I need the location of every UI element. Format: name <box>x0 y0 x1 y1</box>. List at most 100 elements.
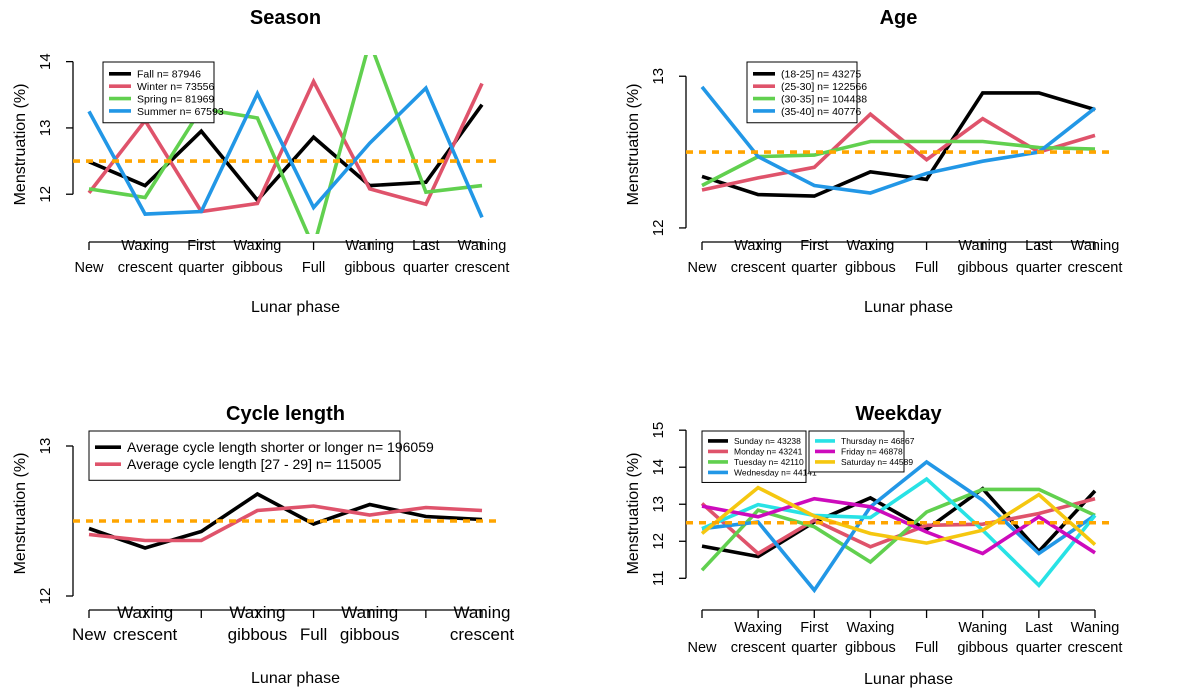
y-tick-label: 12 <box>650 533 667 550</box>
x-tick-label-line: Waning <box>958 620 1007 636</box>
x-tick-label: Full <box>302 260 325 276</box>
x-tick-label-line: Waning <box>1071 620 1120 636</box>
legend-label: (18-25] n= 43275 <box>781 69 861 81</box>
legend-label: Monday n= 43241 <box>734 447 803 457</box>
legend-item: (30-35] n= 104438 <box>753 93 867 105</box>
x-tick-label: New <box>687 260 717 276</box>
panel-season: Season 12 13 14 Menstruation (%) New Waxing cre… <box>12 7 509 316</box>
legend-label: Thursday n= 46867 <box>841 436 915 446</box>
x-tick-label-line: quarter <box>1016 260 1062 276</box>
x-tick-label: Waning crescent <box>455 238 510 276</box>
x-tick-label-line: quarter <box>403 260 449 276</box>
legend-item: Spring n= 81969 <box>109 93 215 105</box>
series-line <box>700 487 1096 572</box>
x-tick-label: Waxing gibbous <box>845 620 896 656</box>
x-tick-label-line: Waning <box>1071 238 1120 254</box>
legend-label: Tuesday n= 42110 <box>734 457 804 467</box>
plot-area <box>73 55 498 234</box>
x-tick-label-line: Last <box>1025 238 1052 254</box>
x-tick-label-line: Waxing <box>121 238 169 254</box>
x-axis-label: Lunar phase <box>864 299 953 316</box>
series-line <box>701 91 1096 198</box>
legend-item: Fall n= 87946 <box>109 69 201 81</box>
x-tick-label-line: First <box>800 620 828 636</box>
x-tick-label-line: crescent <box>731 640 786 656</box>
legend-item: Wednesday n= 44141 <box>708 468 817 478</box>
legend-label: Winter n= 73556 <box>137 81 215 93</box>
x-tick-label: Waning crescent <box>1068 620 1123 656</box>
legend-label: Friday n= 46878 <box>841 447 903 457</box>
legend-item: Thursday n= 46867 <box>815 436 915 446</box>
x-tick-label-line: Waxing <box>734 238 782 254</box>
x-tick-label-line: quarter <box>178 260 224 276</box>
legend: (18-25] n= 43275(25-30] n= 122566(30-35]… <box>746 61 867 124</box>
y-tick-label: 15 <box>650 422 667 439</box>
x-tick-label: First quarter <box>791 620 837 656</box>
legend-label: Average cycle length shorter or longer n… <box>127 439 434 455</box>
x-tick-label: First quarter <box>791 238 837 276</box>
series-line <box>701 486 1097 559</box>
x-tick-label-line: crescent <box>731 260 786 276</box>
x-tick-label: Waning gibbous <box>344 238 395 276</box>
y-tick-label: 12 <box>37 186 54 203</box>
chart-title: Cycle length <box>226 403 345 425</box>
x-tick-label-line: First <box>800 238 828 254</box>
legend-label: (30-35] n= 104438 <box>781 93 867 105</box>
series-line <box>87 77 484 214</box>
chart-title: Weekday <box>855 403 942 425</box>
x-tick-label-line: gibbous <box>232 260 283 276</box>
x-tick-label-line: crescent <box>450 625 515 644</box>
legend-label: Wednesday n= 44141 <box>734 468 817 478</box>
x-tick-label-line: gibbous <box>957 260 1008 276</box>
legend-item: Summer n= 67593 <box>109 106 224 118</box>
y-axis-label: Menstruation (%) <box>625 84 642 206</box>
y-tick-label: 11 <box>650 571 667 587</box>
y-tick-label: 13 <box>37 438 54 455</box>
x-tick-label-line: First <box>187 238 215 254</box>
y-axis-label: Menstruation (%) <box>625 453 642 575</box>
legend-item: Friday n= 46878 <box>815 447 903 457</box>
legend-item: Average cycle length [27 - 29] n= 115005 <box>95 456 382 472</box>
x-tick-label-line: Waning <box>453 603 510 622</box>
series-line <box>88 55 483 234</box>
x-tick-label: Full <box>915 640 938 656</box>
x-tick-label: Waxing crescent <box>118 238 173 276</box>
x-tick-label: Waxing crescent <box>731 238 786 276</box>
x-axis-label: Lunar phase <box>251 299 340 316</box>
x-tick-label-line: Waxing <box>117 603 173 622</box>
legend-item: (35-40] n= 40776 <box>753 106 861 118</box>
x-axis-label: Lunar phase <box>864 671 953 688</box>
x-tick-label-line: Waning <box>345 238 394 254</box>
x-tick-label-line: Waxing <box>847 620 895 636</box>
series-line <box>701 476 1097 588</box>
x-tick-label-line: Last <box>1025 620 1052 636</box>
legend: Average cycle length shorter or longer n… <box>88 430 434 481</box>
legend-item: Tuesday n= 42110 <box>708 457 804 467</box>
x-tick-label: Waxing gibbous <box>228 603 288 644</box>
legend-item: Saturday n= 44589 <box>815 457 913 467</box>
x-tick-label-line: crescent <box>455 260 510 276</box>
legend-item: Winter n= 73556 <box>109 81 215 93</box>
series-line <box>701 459 1097 594</box>
x-tick-label-line: crescent <box>118 260 173 276</box>
x-tick-label: New <box>687 640 717 656</box>
panel-age: Age 12 13 Menstruation (%) New Waxing crescent… <box>625 7 1122 316</box>
legend-box <box>88 430 401 481</box>
chart-title: Season <box>250 7 321 29</box>
x-tick-label: Last quarter <box>1016 620 1062 656</box>
x-tick-label-line: gibbous <box>845 640 896 656</box>
x-axis-label: Lunar phase <box>251 670 340 687</box>
x-tick-label-line: crescent <box>1068 260 1123 276</box>
legend-label: Fall n= 87946 <box>137 69 201 81</box>
x-tick-label: Waxing crescent <box>113 603 178 644</box>
x-tick-label: Full <box>915 260 938 276</box>
y-tick-label: 12 <box>650 220 667 237</box>
legend-label: Saturday n= 44589 <box>841 457 913 467</box>
panel-weekday: Weekday 11 12 13 14 15 Menstruation (%) New Waxi… <box>625 403 1122 688</box>
legend-item: Monday n= 43241 <box>708 447 803 457</box>
x-tick-label-line: gibbous <box>845 260 896 276</box>
x-tick-label: Last quarter <box>403 238 449 276</box>
y-axis-label: Menstruation (%) <box>12 84 29 206</box>
x-tick-label: Waning crescent <box>450 603 515 644</box>
